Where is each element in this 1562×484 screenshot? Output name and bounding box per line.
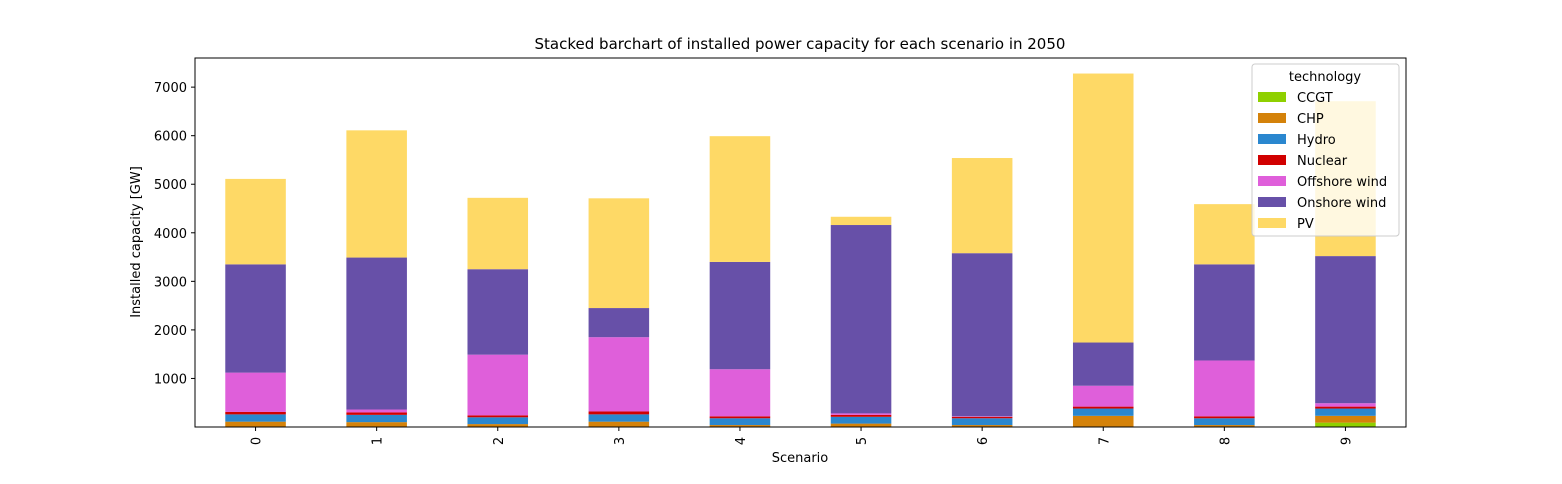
bar-segment-onshore-wind-scenario-1	[346, 258, 407, 410]
bar-segment-nuclear-scenario-2	[467, 415, 528, 417]
bar-segment-hydro-scenario-0	[225, 414, 286, 421]
bar-segment-onshore-wind-scenario-4	[710, 262, 771, 369]
bar-segment-pv-scenario-2	[467, 198, 528, 269]
bar-segment-offshore-wind-scenario-2	[467, 355, 528, 416]
bar-segment-nuclear-scenario-1	[346, 412, 407, 414]
bar-segment-offshore-wind-scenario-0	[225, 373, 286, 412]
y-tick-label: 5000	[154, 178, 187, 193]
bar-segment-nuclear-scenario-6	[952, 417, 1013, 418]
bar-segment-onshore-wind-scenario-0	[225, 264, 286, 372]
bar-segment-nuclear-scenario-8	[1194, 416, 1255, 418]
bar-segment-chp-scenario-9	[1315, 416, 1376, 423]
legend-swatch-pv	[1258, 218, 1286, 228]
legend-swatch-offshore-wind	[1258, 176, 1286, 186]
bar-segment-offshore-wind-scenario-1	[346, 410, 407, 413]
legend-swatch-onshore-wind	[1258, 197, 1286, 207]
bar-segment-chp-scenario-5	[831, 424, 892, 427]
bar-segment-offshore-wind-scenario-9	[1315, 403, 1376, 406]
bar-segment-nuclear-scenario-0	[225, 412, 286, 414]
legend-label: Offshore wind	[1297, 175, 1387, 190]
legend-swatch-hydro	[1258, 134, 1286, 144]
bar-segment-onshore-wind-scenario-3	[589, 308, 650, 337]
x-tick-label: 1	[371, 437, 386, 445]
legend-swatch-chp	[1258, 113, 1286, 123]
x-axis-label: Scenario	[772, 451, 829, 466]
y-tick-label: 3000	[154, 275, 187, 290]
bar-segment-offshore-wind-scenario-8	[1194, 360, 1255, 416]
bar-segment-offshore-wind-scenario-7	[1073, 386, 1134, 407]
bar-segment-hydro-scenario-2	[467, 417, 528, 424]
bar-segment-pv-scenario-8	[1194, 204, 1255, 264]
bar-segment-nuclear-scenario-5	[831, 415, 892, 417]
x-tick-label: 8	[1218, 437, 1233, 445]
x-tick-label: 6	[976, 437, 991, 445]
bar-segment-nuclear-scenario-4	[710, 416, 771, 418]
y-tick-label: 4000	[154, 227, 187, 242]
y-tick-label: 6000	[154, 130, 187, 145]
x-axis: 0 1 2 3 4 5 6 7 8 9	[250, 427, 1355, 445]
x-tick-label: 0	[250, 437, 265, 445]
x-tick-label: 2	[492, 437, 507, 445]
bar-segment-pv-scenario-7	[1073, 74, 1134, 343]
bar-segment-onshore-wind-scenario-5	[831, 225, 892, 413]
bar-segment-hydro-scenario-9	[1315, 409, 1376, 416]
legend-label: Onshore wind	[1297, 196, 1386, 211]
bar-segment-chp-scenario-0	[225, 422, 286, 427]
bar-segment-chp-scenario-3	[589, 422, 650, 427]
legend-label: CCGT	[1297, 91, 1333, 106]
bar-segment-pv-scenario-4	[710, 136, 771, 262]
x-tick-label: 7	[1097, 437, 1112, 445]
bar-segment-hydro-scenario-6	[952, 418, 1013, 425]
bar-segment-pv-scenario-6	[952, 158, 1013, 253]
bar-segment-hydro-scenario-5	[831, 417, 892, 424]
bars-group	[225, 74, 1375, 427]
bar-segment-hydro-scenario-7	[1073, 409, 1134, 416]
bar-segment-pv-scenario-3	[589, 198, 650, 308]
bar-segment-hydro-scenario-8	[1194, 418, 1255, 425]
bar-segment-hydro-scenario-3	[589, 414, 650, 421]
bar-segment-pv-scenario-0	[225, 179, 286, 264]
bar-segment-onshore-wind-scenario-6	[952, 253, 1013, 416]
bar-segment-offshore-wind-scenario-4	[710, 369, 771, 416]
bar-segment-chp-scenario-7	[1073, 416, 1134, 427]
legend-label: PV	[1297, 217, 1314, 232]
bar-segment-ccgt-scenario-9	[1315, 423, 1376, 427]
x-tick-label: 5	[855, 437, 870, 445]
bar-segment-pv-scenario-5	[831, 217, 892, 225]
bar-segment-onshore-wind-scenario-9	[1315, 256, 1376, 403]
bar-segment-nuclear-scenario-3	[589, 411, 650, 414]
legend: technology CCGT CHP Hydro Nuclear Offshore w…	[1252, 64, 1399, 236]
bar-segment-onshore-wind-scenario-7	[1073, 343, 1134, 386]
bar-segment-chp-scenario-1	[346, 422, 407, 427]
bar-segment-nuclear-scenario-9	[1315, 407, 1376, 409]
y-tick-label: 2000	[154, 324, 187, 339]
x-tick-label: 3	[613, 437, 628, 445]
bar-segment-offshore-wind-scenario-5	[831, 413, 892, 414]
legend-title: technology	[1289, 70, 1361, 85]
bar-segment-onshore-wind-scenario-8	[1194, 264, 1255, 360]
bar-segment-hydro-scenario-4	[710, 418, 771, 425]
y-tick-label: 1000	[154, 372, 187, 387]
x-tick-label: 9	[1339, 437, 1354, 445]
y-axis-label: Installed capacity [GW]	[129, 166, 144, 318]
bar-segment-offshore-wind-scenario-3	[589, 337, 650, 411]
bar-segment-onshore-wind-scenario-2	[467, 269, 528, 354]
legend-swatch-nuclear	[1258, 155, 1286, 165]
bar-segment-nuclear-scenario-7	[1073, 407, 1134, 409]
chart-title: Stacked barchart of installed power capa…	[535, 35, 1066, 53]
y-axis: 1000 2000 3000 4000 5000 6000 7000	[154, 81, 195, 387]
x-tick-label: 4	[734, 437, 749, 445]
legend-label: Nuclear	[1297, 154, 1348, 169]
y-tick-label: 7000	[154, 81, 187, 96]
legend-label: CHP	[1297, 112, 1324, 127]
legend-label: Hydro	[1297, 133, 1336, 148]
bar-segment-pv-scenario-1	[346, 130, 407, 257]
bar-segment-hydro-scenario-1	[346, 415, 407, 422]
legend-swatch-ccgt	[1258, 92, 1286, 102]
